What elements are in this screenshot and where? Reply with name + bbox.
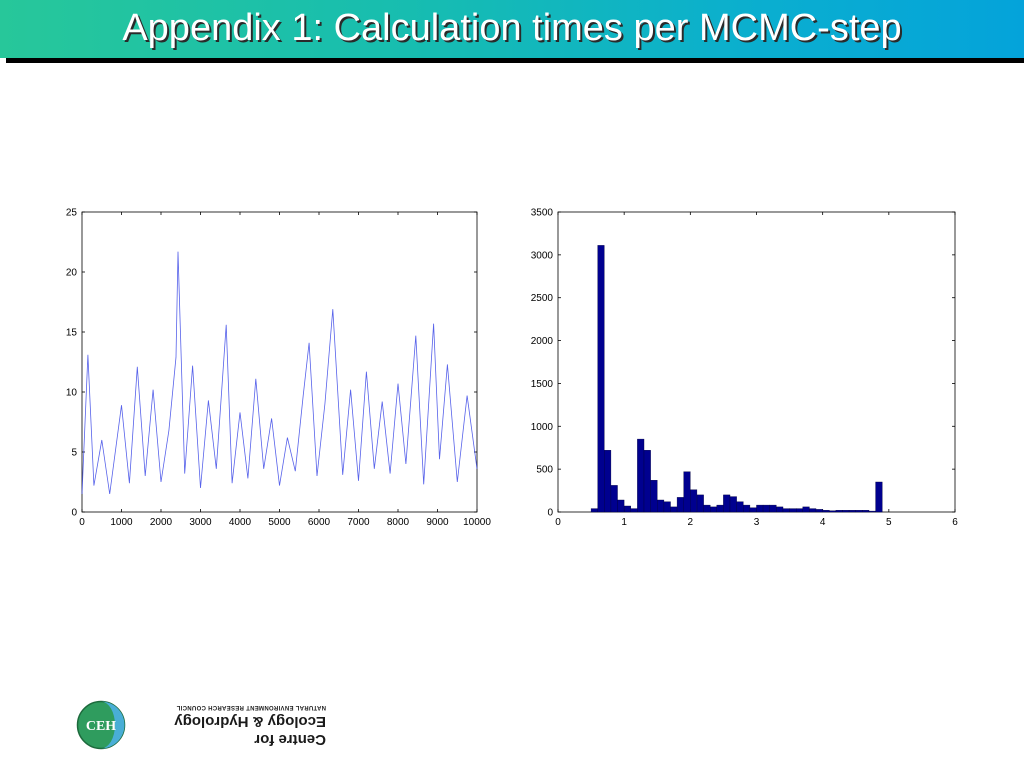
histogram-bar (815, 509, 823, 513)
histogram-bar (855, 510, 863, 513)
histogram-bar (723, 494, 731, 513)
x-tick-label: 0 (555, 517, 561, 528)
histogram-bar (676, 497, 684, 513)
x-tick-label: 5 (886, 517, 892, 528)
x-tick-label: 9000 (426, 517, 449, 528)
y-tick-label: 2000 (531, 336, 554, 347)
histogram-bar (657, 499, 665, 513)
y-tick-label: 2500 (531, 293, 554, 304)
logo-text: Centre for Ecology & Hydrology NATURAL E… (136, 698, 326, 750)
x-tick-label: 10000 (463, 517, 491, 528)
histogram-bar (729, 496, 737, 513)
histogram-bar (835, 510, 843, 513)
title-underline (6, 58, 1024, 63)
x-tick-label: 4 (820, 517, 826, 528)
y-tick-label: 3000 (531, 250, 554, 261)
x-tick-label: 3 (754, 517, 760, 528)
histogram-bar (663, 501, 671, 513)
y-tick-label: 500 (536, 465, 553, 476)
histogram-bar (848, 510, 856, 513)
title-bar (0, 0, 1024, 58)
histogram-bar (776, 506, 784, 513)
histogram-bar (630, 508, 638, 513)
x-tick-label: 8000 (387, 517, 410, 528)
histogram-bar (743, 504, 751, 513)
x-tick-label: 3000 (189, 517, 212, 528)
histogram-bar (597, 245, 605, 513)
x-tick-label: 0 (79, 517, 85, 528)
histogram-bar (604, 450, 612, 513)
trace-line (81, 251, 478, 495)
histogram-bar (590, 508, 598, 513)
logo-acronym: CEH (86, 719, 116, 734)
x-tick-label: 2000 (150, 517, 173, 528)
y-tick-label: 0 (547, 508, 553, 519)
histogram-bar (703, 504, 711, 513)
histogram-bar (762, 504, 770, 513)
y-tick-label: 3500 (531, 208, 554, 219)
axes-frame (557, 211, 956, 513)
y-tick-label: 1000 (531, 422, 554, 433)
logo-line-1: Centre for (254, 731, 326, 748)
x-tick-label: 6 (952, 517, 958, 528)
histogram-bar (696, 494, 704, 513)
histogram-plot: 0 1 2 3 4 5 6 0 500 1000 1500 2000 2500 3000 3500 (531, 208, 958, 529)
histogram-bar (829, 510, 837, 513)
x-tick-label: 1 (621, 517, 627, 528)
histogram-bar (809, 508, 817, 513)
x-tick-label: 7000 (347, 517, 370, 528)
y-tick-label: 10 (66, 388, 78, 399)
logo-line-3: NATURAL ENVIRONMENT RESEARCH COUNCIL (176, 704, 326, 710)
histogram-bar (875, 481, 883, 513)
histogram-bar (769, 504, 777, 513)
y-tick-label: 1500 (531, 379, 554, 390)
x-tick-label: 6000 (308, 517, 331, 528)
histogram-bar (670, 506, 678, 513)
histogram-bar (617, 499, 625, 513)
histogram-bar (796, 508, 804, 513)
histogram-bar (868, 510, 876, 513)
ceh-logo-emblem: CEH (76, 700, 126, 750)
ceh-logo: CEH Centre for Ecology & Hydrology NATUR… (76, 698, 326, 750)
histogram-bar (650, 480, 658, 513)
histogram-bar (683, 471, 691, 513)
x-tick-label: 4000 (229, 517, 252, 528)
histogram-bar (749, 507, 757, 513)
y-tick-label: 25 (66, 208, 78, 219)
y-tick-label: 5 (71, 448, 77, 459)
histogram-bar (756, 504, 764, 513)
histogram-bar (709, 506, 717, 513)
histogram-bar (643, 450, 651, 513)
x-tick-label: 5000 (268, 517, 291, 528)
histogram-bar (802, 506, 810, 513)
y-tick-label: 0 (71, 508, 77, 519)
y-tick-label: 15 (66, 328, 78, 339)
axes-frame (81, 211, 478, 513)
histogram-bar (842, 510, 850, 513)
histogram-bar (782, 508, 790, 513)
x-tick-label: 1000 (110, 517, 133, 528)
histogram-bar (610, 485, 618, 513)
histogram-bar (862, 510, 870, 513)
trace-plot: 0 1000 2000 3000 4000 5000 6000 7000 8000 9000 100… (66, 208, 491, 529)
histogram-bar (789, 508, 797, 513)
histogram-bar (690, 489, 698, 513)
histogram-bar (623, 505, 631, 513)
logo-line-2: Ecology & Hydrology (174, 713, 326, 730)
histogram-bar (637, 438, 645, 513)
slide-title: Appendix 1: Calculation times per MCMC-s… (122, 7, 902, 49)
y-tick-label: 20 (66, 268, 78, 279)
x-tick-label: 2 (688, 517, 694, 528)
histogram-bar (716, 504, 724, 513)
histogram-bar (736, 501, 744, 513)
histogram-bar (822, 510, 830, 513)
